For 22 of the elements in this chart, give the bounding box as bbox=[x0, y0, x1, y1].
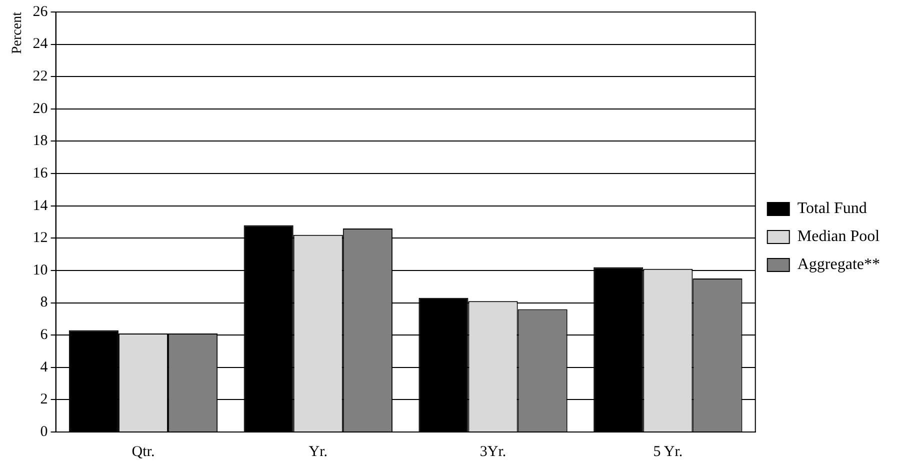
x-tick-label: 5 Yr. bbox=[653, 444, 683, 460]
y-tick-label: 4 bbox=[40, 359, 48, 376]
y-tick-label: 8 bbox=[40, 294, 48, 311]
y-tick-label: 20 bbox=[32, 100, 48, 117]
y-tick-label: 26 bbox=[32, 4, 48, 20]
y-tick-label: 24 bbox=[32, 36, 48, 52]
y-tick-label: 2 bbox=[40, 392, 48, 408]
y-tick-label: 22 bbox=[32, 68, 48, 85]
legend-label: Total Fund bbox=[797, 200, 867, 218]
y-tick-label: 10 bbox=[32, 262, 48, 278]
y-tick-label: 16 bbox=[32, 165, 48, 182]
legend-label: Median Pool bbox=[797, 228, 880, 246]
y-axis-title: Percent bbox=[10, 12, 26, 54]
y-tick-label: 0 bbox=[40, 424, 48, 440]
y-tick-label: 14 bbox=[32, 198, 48, 214]
x-tick-label: Qtr. bbox=[132, 444, 155, 460]
x-tick-label: 3Yr. bbox=[480, 444, 506, 460]
y-tick-label: 12 bbox=[32, 230, 48, 246]
y-tick-label: 18 bbox=[32, 133, 48, 150]
y-tick-label: 6 bbox=[40, 327, 48, 344]
x-tick-label: Yr. bbox=[308, 444, 328, 460]
legend-label: Aggregate** bbox=[797, 256, 880, 274]
